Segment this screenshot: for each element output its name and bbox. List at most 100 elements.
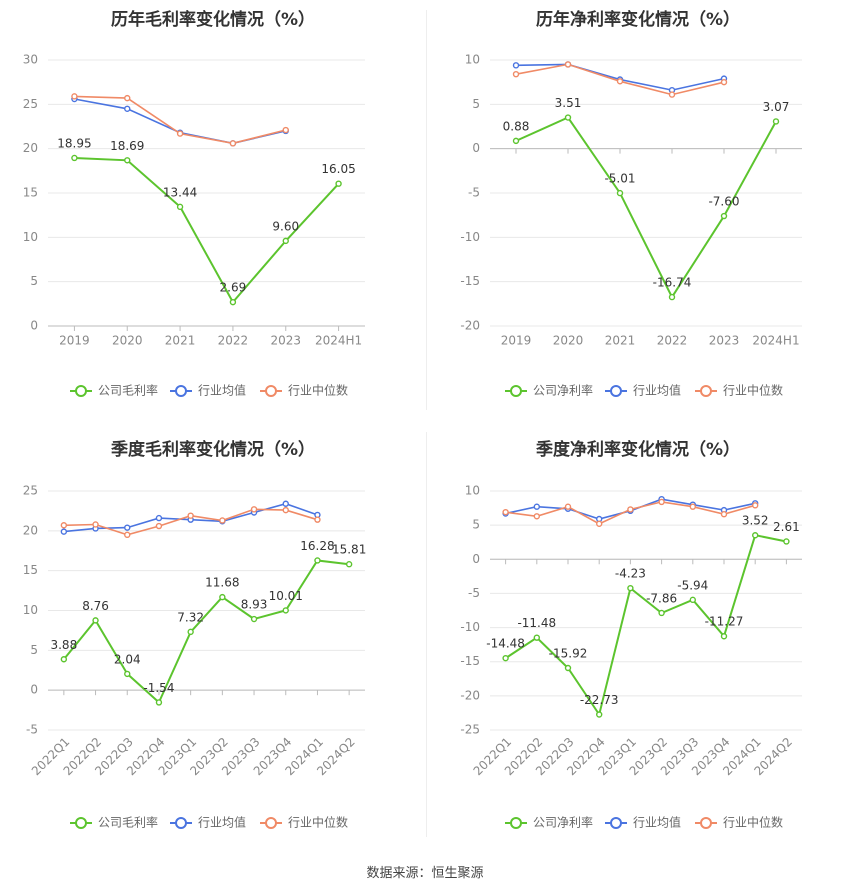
legend-item-median[interactable]: 行业中位数	[260, 815, 348, 830]
data-point-company	[596, 711, 603, 718]
data-point-company	[783, 538, 790, 545]
data-point-company	[314, 557, 321, 564]
legend: 公司净利率 行业均值 行业中位数	[505, 815, 783, 830]
legend-item-company[interactable]: 公司毛利率	[70, 383, 158, 398]
data-point-avg	[512, 62, 520, 69]
legend-item-company[interactable]: 公司毛利率	[70, 815, 158, 830]
legend-item-avg[interactable]: 行业均值	[170, 815, 246, 830]
data-label: 2.04	[114, 652, 141, 666]
data-point-company	[564, 114, 572, 121]
data-point-company	[187, 628, 194, 636]
legend-item-median[interactable]: 行业中位数	[695, 815, 783, 830]
y-tick-label: 0	[472, 141, 480, 155]
y-tick-label: -20	[460, 688, 480, 702]
y-tick-label: -20	[460, 319, 480, 333]
data-point-median	[720, 78, 728, 86]
y-tick-label: -10	[460, 230, 480, 244]
legend-item-company[interactable]: 公司净利率	[505, 383, 593, 398]
legend-item-avg[interactable]: 行业均值	[605, 815, 681, 830]
series-line-company	[63, 559, 350, 705]
data-label: 10.01	[269, 589, 303, 603]
panel-divider-bottom	[426, 432, 427, 837]
y-tick-label: -5	[26, 723, 38, 737]
data-point-median	[689, 503, 696, 510]
data-point-median	[282, 506, 289, 514]
y-tick-label: 10	[23, 603, 38, 617]
x-tick-label: 2020	[553, 334, 584, 348]
y-tick-label: 5	[30, 274, 38, 288]
data-point-median	[720, 511, 728, 518]
y-tick-label: 0	[30, 683, 38, 697]
legend-label: 行业均值	[633, 815, 681, 830]
x-tick-label: 2021	[165, 334, 196, 348]
data-point-company	[250, 615, 258, 623]
y-tick-label: 10	[465, 53, 480, 67]
x-tick-label: 2021	[605, 334, 636, 348]
series-median	[512, 61, 728, 98]
data-label: 8.76	[82, 599, 109, 613]
legend-marker	[610, 817, 622, 829]
legend-item-median[interactable]: 行业中位数	[260, 383, 348, 398]
series-company: -14.48 -11.48 -15.92 -22.73 -4.23-7.86-5.94 -…	[486, 514, 800, 718]
data-label: -7.60	[708, 195, 739, 209]
data-point-avg	[124, 105, 131, 112]
data-point-company	[345, 561, 353, 568]
chart-title: 季度毛利率变化情况（%）	[111, 439, 315, 460]
data-label: -7.86	[646, 591, 677, 605]
series-line-company	[515, 116, 777, 300]
legend-marker	[265, 817, 277, 829]
y-tick-label: 0	[472, 552, 480, 566]
legend-item-avg[interactable]: 行业均值	[605, 383, 681, 398]
data-label: 18.95	[57, 136, 91, 150]
y-tick-label: 30	[23, 53, 38, 67]
data-point-company	[512, 137, 520, 145]
data-label: -4.23	[615, 567, 646, 581]
x-tick-label: 2019	[59, 334, 90, 348]
data-point-company	[176, 203, 184, 211]
series-avg	[512, 61, 728, 94]
data-point-company	[229, 298, 237, 306]
data-point-company	[92, 617, 99, 624]
data-label: 11.68	[205, 576, 239, 590]
y-tick-label: 20	[23, 141, 38, 155]
legend-label: 公司毛利率	[98, 383, 158, 398]
legend-label: 行业中位数	[288, 383, 348, 398]
legend-item-company[interactable]: 公司净利率	[505, 815, 593, 830]
data-point-median	[250, 506, 258, 513]
legend-item-avg[interactable]: 行业均值	[170, 383, 246, 398]
data-label: -11.27	[705, 615, 744, 629]
y-tick-label: -10	[460, 620, 480, 634]
legend-label: 行业中位数	[288, 815, 348, 830]
data-label: 16.05	[321, 162, 355, 176]
data-point-company	[533, 634, 540, 641]
chart-panel-1: 历年毛利率变化情况（%） 0 5 10 15 20 25 30 2019 2020 2021 2022…	[23, 9, 365, 398]
series-median	[502, 498, 759, 527]
y-tick-label: 15	[23, 186, 38, 200]
data-point-median	[92, 521, 99, 528]
chart-panel-4: 季度净利率变化情况（%）-25-20-15-10-505102022Q12022…	[460, 439, 802, 830]
data-label: 18.69	[110, 139, 144, 153]
data-point-company	[616, 189, 624, 197]
legend-marker	[175, 385, 187, 397]
legend-marker	[510, 385, 522, 397]
data-point-avg	[282, 500, 289, 507]
data-point-median	[627, 506, 634, 513]
data-point-avg	[155, 514, 163, 522]
x-tick-label: 2022	[657, 334, 688, 348]
data-point-company	[124, 670, 131, 678]
legend-label: 行业中位数	[723, 815, 783, 830]
data-point-median	[658, 498, 665, 506]
data-label: 3.52	[742, 514, 769, 528]
y-tick-label: 10	[465, 484, 480, 498]
legend-marker	[700, 817, 712, 829]
data-label: 3.07	[763, 100, 790, 114]
data-label: 13.44	[163, 185, 197, 199]
legend-marker	[610, 385, 622, 397]
data-point-company	[71, 154, 78, 162]
data-label: -22.73	[580, 693, 619, 707]
series-line-company	[505, 534, 787, 717]
legend-item-median[interactable]: 行业中位数	[695, 383, 783, 398]
data-point-median	[124, 94, 131, 102]
data-point-company	[60, 656, 68, 663]
x-tick-label: 2024H1	[752, 334, 799, 348]
